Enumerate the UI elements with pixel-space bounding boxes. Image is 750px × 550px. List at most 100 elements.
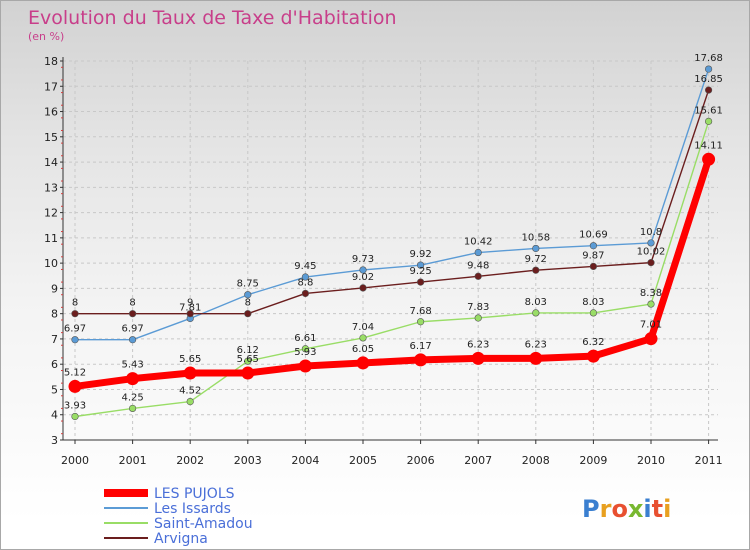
logo-letter: x [628,495,644,523]
data-point [414,353,428,367]
y-tick-label: 10 [44,257,58,270]
data-label: 7.04 [352,322,374,333]
data-point [589,262,598,271]
data-label: 16.85 [694,74,723,85]
data-label: 8 [129,298,135,309]
data-label: 6.17 [409,341,431,352]
data-label: 7.83 [467,302,489,313]
data-label: 4.25 [121,392,143,403]
data-label: 8.03 [582,297,604,308]
data-labels: 6.97 6.97 7.81 8.75 9.45 9.73 9.92 10.42 10.58 10… [64,53,723,411]
data-label: 7.81 [179,302,201,313]
data-point [647,259,655,267]
x-tick-label: 2005 [349,454,377,467]
data-point [647,239,655,247]
series-layer [68,65,716,421]
data-label: 6.97 [121,324,143,335]
logo-letter: i [643,495,651,523]
data-point [647,300,655,308]
series-line-0 [71,155,713,390]
data-label: 6.12 [237,345,259,356]
y-tick-label: 8 [51,308,58,321]
y-tick-label: 16 [44,106,58,119]
data-point [129,310,137,318]
data-label: 9.72 [525,254,547,265]
legend-label: Les Issards [154,501,231,517]
data-label: 8.03 [525,297,547,308]
data-point [474,272,482,280]
data-label: 5.65 [237,354,259,365]
data-point [129,404,137,413]
data-point [244,310,252,318]
data-point [589,242,598,250]
data-label: 6.05 [352,344,374,355]
data-label: 8 [72,298,78,309]
data-label: 8 [245,298,251,309]
data-point [704,117,713,125]
data-point [474,314,482,322]
data-label: 6.61 [294,333,316,344]
axes: 3 4 5 6 7 8 9 10 11 12 13 14 15 16 17 18 2000 2001 2002 200… [44,55,723,467]
data-point [186,310,194,318]
x-tick-label: 2011 [695,454,723,467]
data-point [244,357,252,365]
x-tick-label: 2004 [291,454,319,467]
y-tick-label: 3 [51,434,58,447]
chart-title: Evolution du Taux de Taxe d'Habitation [28,7,397,29]
data-point [126,372,140,386]
logo-letter: P [582,495,600,523]
data-label: 14.11 [694,140,723,151]
data-label: 6.32 [582,337,604,348]
data-label: 6.97 [64,324,86,335]
y-tick-label: 17 [44,80,58,93]
data-point [417,278,425,286]
data-label: 9.73 [352,254,374,265]
data-point [586,349,600,363]
data-label: 9.02 [352,272,374,283]
data-label: 5.65 [179,354,201,365]
data-label: 17.68 [694,53,723,64]
data-label: 5.12 [64,367,86,378]
data-point [702,152,716,166]
data-label: 9.87 [582,250,604,261]
data-label: 9.92 [409,249,431,260]
x-tick-label: 2007 [464,454,492,467]
data-point [359,266,367,274]
x-tick-label: 2002 [176,454,204,467]
data-point [244,291,252,299]
data-label: 7.01 [640,320,662,331]
data-point [589,309,598,317]
data-label: 5.43 [121,360,143,371]
x-tick-label: 2010 [637,454,665,467]
data-label: 15.61 [694,105,723,116]
data-point [704,65,713,73]
x-tick-label: 2008 [522,454,550,467]
data-point [471,351,485,365]
data-label: 7.68 [409,306,431,317]
logo-letter: t [652,495,663,523]
data-point [301,345,310,353]
data-label: 10.69 [579,230,608,241]
series-line-2 [74,120,710,418]
x-tick-label: 2000 [61,454,89,467]
data-point [529,351,543,365]
data-point [532,309,540,317]
data-point [644,332,658,346]
data-point [68,379,82,393]
x-tick-label: 2009 [579,454,607,467]
data-label: 8.38 [640,288,662,299]
data-label: 3.93 [64,401,86,412]
data-point [129,336,137,344]
data-point [359,334,367,342]
data-label: 10.42 [464,237,493,248]
y-tick-label: 5 [51,383,58,396]
data-label: 9.25 [409,266,431,277]
data-label: 5.93 [294,347,316,358]
data-point [474,248,482,257]
data-label: 10.8 [640,227,662,238]
data-label: 10.02 [637,247,666,258]
logo-letter: r [600,495,612,523]
data-point [532,266,540,274]
logo-letter: i [663,495,671,523]
